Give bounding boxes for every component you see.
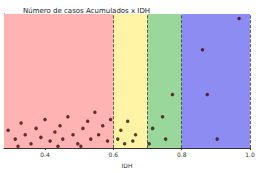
svg-text:0.8: 0.8 [177,151,187,158]
svg-text:0.6: 0.6 [109,151,119,158]
svg-text:0.4: 0.4 [40,151,50,158]
svg-text:IDH: IDH [122,162,133,169]
svg-text:1.0: 1.0 [245,151,255,158]
svg-text:Número de casos Acumulados x I: Número de casos Acumulados x IDH [23,7,150,15]
